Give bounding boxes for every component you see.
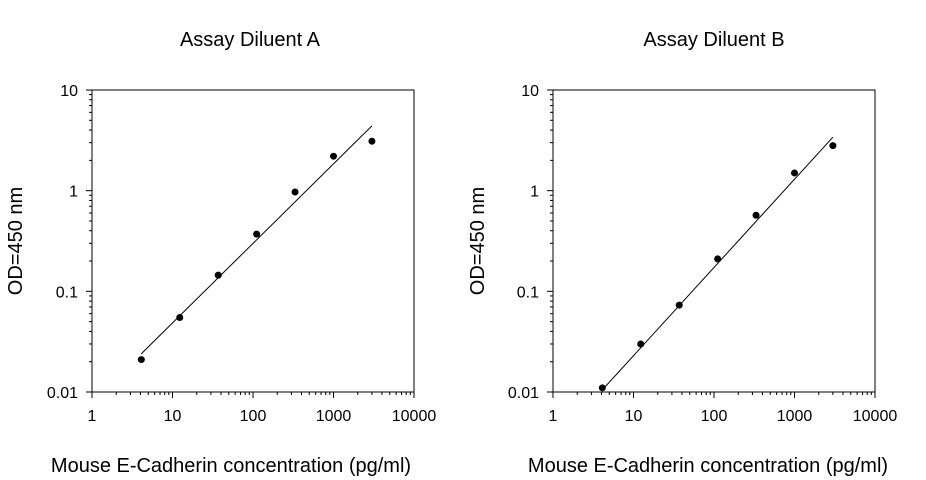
data-point	[714, 255, 722, 263]
y-tick-label: 1	[530, 184, 539, 201]
data-point	[598, 384, 606, 392]
x-tick-label: 1000	[316, 408, 352, 425]
data-point	[291, 188, 299, 196]
y-axis-label: OD=450 nm	[5, 187, 27, 295]
x-tick-label: 10000	[392, 408, 437, 425]
y-tick-label: 0.1	[517, 284, 539, 301]
data-point	[137, 356, 145, 364]
data-point	[675, 301, 683, 309]
y-tick-label: 10	[521, 83, 539, 100]
y-tick-label: 10	[60, 83, 78, 100]
y-tick-label: 1	[69, 184, 78, 201]
chart-panel-diluent-a: Assay Diluent A OD=450 nm Mouse E-Cadher…	[5, 29, 436, 477]
x-tick-label: 1000	[777, 408, 813, 425]
x-tick-label: 10	[164, 408, 182, 425]
data-point	[330, 152, 337, 160]
y-axis-label: OD=450 nm	[467, 187, 489, 295]
y-tick-label: 0.01	[508, 385, 539, 402]
x-axis-label: Mouse E-Cadherin concentration (pg/ml)	[51, 455, 411, 477]
x-axis-label: Mouse E-Cadherin concentration (pg/ml)	[528, 455, 888, 477]
y-tick-label: 0.01	[47, 385, 78, 402]
data-point	[253, 230, 261, 238]
data-point	[829, 142, 837, 150]
x-tick-label: 1	[88, 408, 97, 425]
fit-line	[140, 125, 373, 355]
fit-line	[601, 136, 834, 391]
x-tick-label: 100	[240, 408, 267, 425]
data-point	[176, 313, 184, 321]
x-tick-label: 10000	[853, 408, 898, 425]
data-point	[214, 271, 222, 279]
chart-title: Assay Diluent A	[180, 29, 321, 51]
plot-frame	[552, 89, 876, 393]
plot-frame	[91, 89, 415, 393]
data-point	[368, 137, 376, 145]
x-tick-label: 1	[549, 408, 558, 425]
x-tick-label: 100	[701, 408, 728, 425]
y-tick-label: 0.1	[56, 284, 78, 301]
chart-panel-diluent-b: Assay Diluent B OD=450 nm Mouse E-Cadher…	[467, 29, 897, 477]
data-point	[752, 211, 760, 219]
data-point	[791, 169, 798, 177]
data-point	[637, 340, 645, 348]
chart-title: Assay Diluent B	[643, 29, 784, 51]
x-tick-label: 10	[625, 408, 643, 425]
